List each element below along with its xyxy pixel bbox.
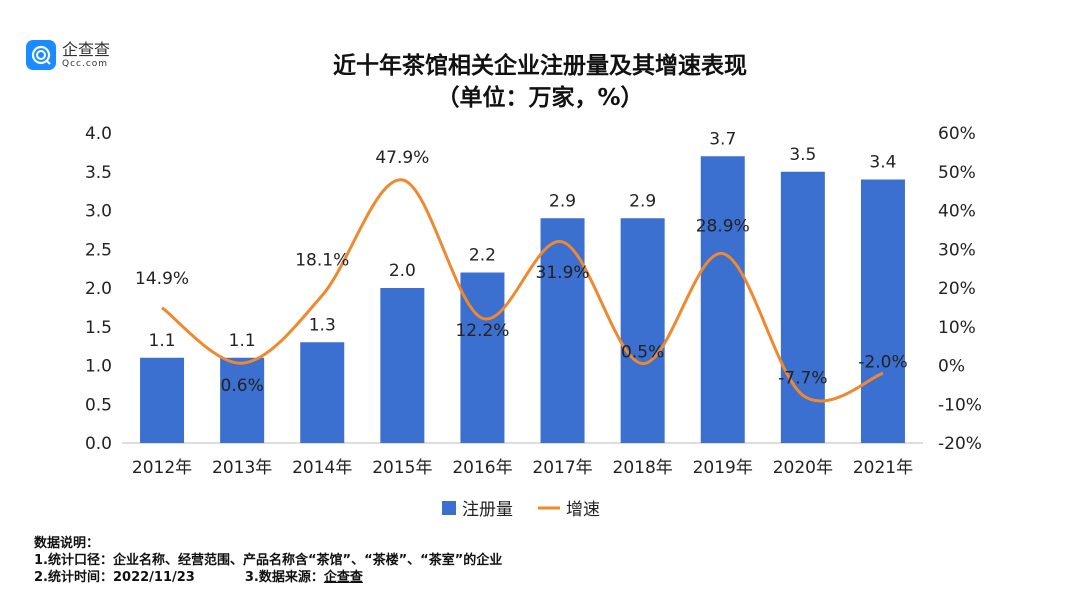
bar-2013年 [220,357,265,443]
y-left-tick-label: 2.0 [85,279,112,299]
bar-2018年 [620,218,665,443]
logo-name-en: Qcc.com [62,58,109,69]
y-left-tick-label: 3.5 [85,163,112,183]
notes-line2-3: 2.统计时间：2022/11/23 3.数据来源：企查查 [34,569,502,586]
y-right-tick-label: 30% [938,240,976,260]
legend-bar-swatch [442,501,456,515]
bar-value-label: 2.9 [629,191,656,211]
notes-line2: 2.统计时间：2022/11/23 [34,570,195,585]
notes-line3-label: 3.数据来源： [244,570,324,585]
x-tick-label: 2014年 [292,458,352,478]
y-right-tick-label: 10% [938,318,976,338]
x-tick-label: 2019年 [693,458,753,478]
y-right-tick-label: 0% [938,357,965,377]
data-notes: 数据说明： 1.统计口径：企业名称、经营范围、产品名称含“茶馆”、“茶楼”、“茶… [34,535,502,586]
x-tick-label: 2017年 [532,458,592,478]
y-left-tick-label: 3.0 [85,202,112,222]
growth-value-label: -7.7% [778,368,827,388]
x-tick-label: 2013年 [212,458,272,478]
chart-title: 近十年茶馆相关企业注册量及其增速表现 [333,53,747,79]
x-tick-label: 2012年 [132,458,192,478]
bar-value-label: 3.7 [709,129,736,149]
y-left-tick-label: 0.0 [85,434,112,454]
legend-bar-label: 注册量 [462,500,513,520]
bar-value-label: 2.0 [389,261,416,281]
qcc-logo-icon [26,40,56,70]
growth-value-label: 12.2% [455,321,509,341]
bar-value-label: 1.3 [309,315,336,335]
y-left-tick-label: 4.0 [85,124,112,144]
x-tick-label: 2018年 [613,458,673,478]
bar-value-label: 1.1 [229,331,256,351]
y-right-tick-label: 50% [938,163,976,183]
bar-2015年 [380,288,425,443]
y-left-tick-label: 0.5 [85,395,112,415]
x-tick-label: 2020年 [773,458,833,478]
bar-2016年 [460,272,505,443]
x-tick-label: 2015年 [372,458,432,478]
x-tick-label: 2016年 [452,458,512,478]
y-right-tick-label: 20% [938,279,976,299]
notes-heading: 数据说明： [34,536,100,551]
bar-2021年 [860,179,905,443]
x-tick-label: 2021年 [853,458,913,478]
chart-subtitle: （单位：万家，%） [436,85,644,111]
combo-chart: 0.0 0.5 1.0 1.5 2.0 2.5 3.0 3.5 4.0 -20% -10% 0% 10%… [85,124,982,520]
y-right-tick-label: 60% [938,124,976,144]
bar-value-label: 2.9 [549,191,576,211]
growth-value-label: 31.9% [536,263,590,283]
bar-2012年 [140,357,185,443]
bar-value-label: 3.4 [869,153,896,173]
logo-name-cn: 企查查 [62,39,111,59]
bar-value-label: 2.2 [469,246,496,266]
growth-value-label: 18.1% [295,250,349,270]
y-left-tick-label: 1.5 [85,318,112,338]
y-right-tick-label: -10% [938,395,982,415]
growth-value-label: 47.9% [375,148,429,168]
y-left-tick-label: 2.5 [85,240,112,260]
y-right-tick-label: 40% [938,202,976,222]
growth-value-label: -2.0% [858,352,907,372]
growth-line [161,178,884,403]
bar-value-label: 3.5 [789,145,816,165]
qcc-logo: 企查查 Qcc.com [26,40,110,70]
bar-2014年 [300,342,345,443]
growth-value-label: 14.9% [135,269,189,289]
y-left-tick-label: 1.0 [85,357,112,377]
bar-value-label: 1.1 [149,331,176,351]
growth-value-label: 28.9% [696,217,750,237]
bar-2020年 [780,171,825,443]
bar-2019年 [700,156,745,443]
growth-value-label: 0.5% [621,343,664,363]
bar-2017年 [540,218,585,443]
notes-line3-value: 企查查 [323,570,363,585]
legend-line-label: 增速 [566,500,600,520]
y-right-tick-label: -20% [938,434,982,454]
notes-line1: 1.统计口径：企业名称、经营范围、产品名称含“茶馆”、“茶楼”、“茶室”的企业 [34,553,503,568]
growth-value-label: 0.6% [221,376,264,396]
